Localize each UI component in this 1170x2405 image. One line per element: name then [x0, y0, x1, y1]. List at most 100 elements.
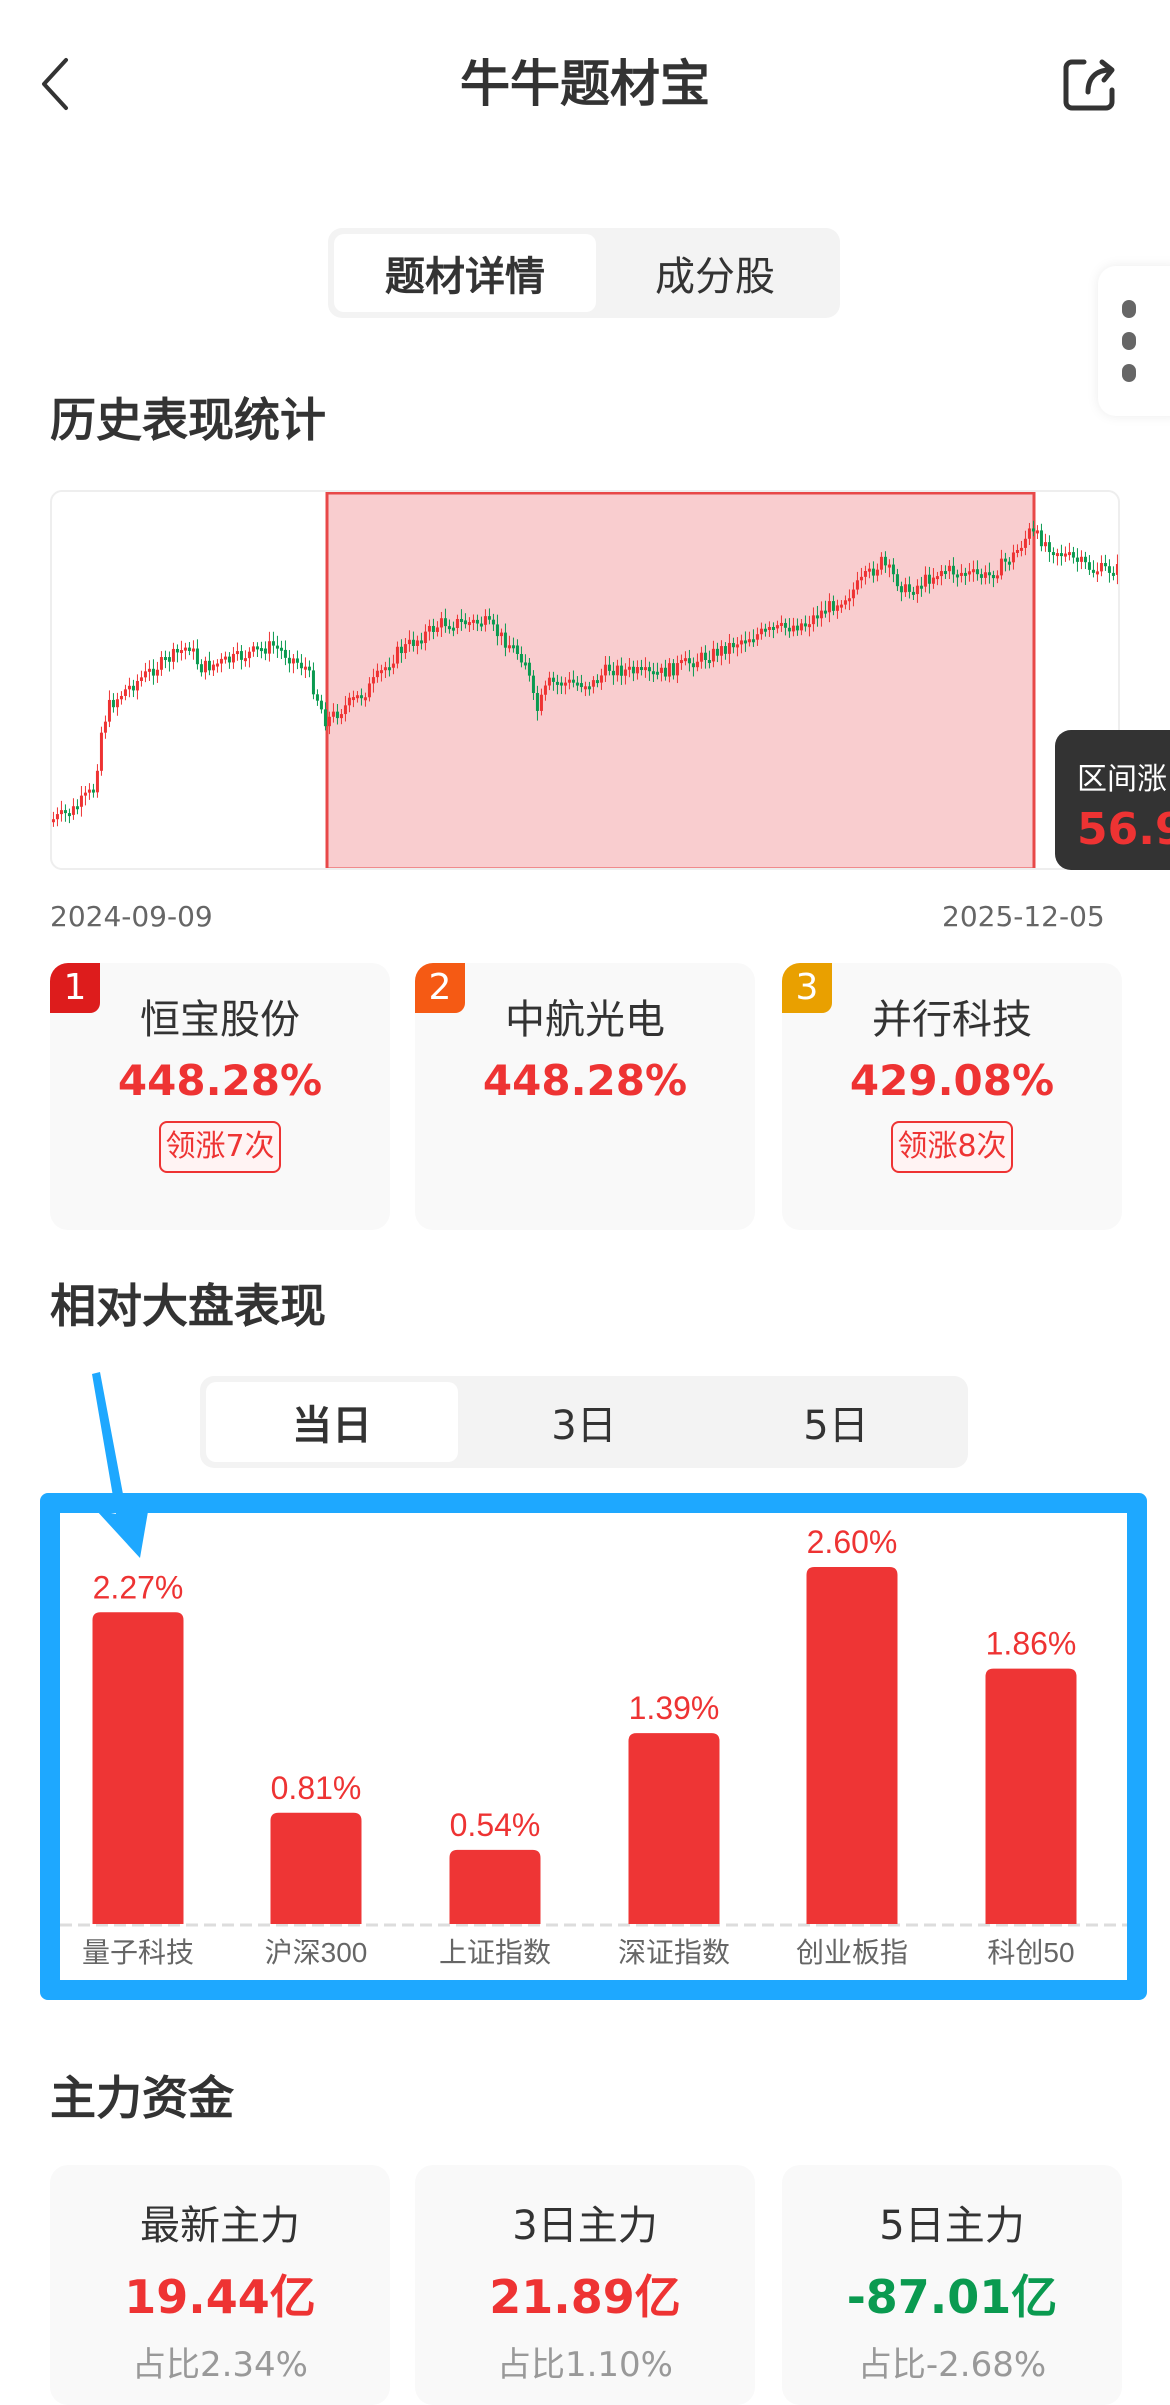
candle: [736, 644, 739, 647]
share-icon[interactable]: [1058, 52, 1122, 116]
candle: [512, 645, 515, 648]
candle: [296, 658, 299, 662]
candle: [440, 618, 443, 627]
candle: [100, 733, 103, 771]
candle: [120, 696, 123, 699]
candle: [896, 574, 899, 586]
candle: [796, 626, 799, 631]
candle: [428, 626, 431, 632]
tab-today[interactable]: 当日: [206, 1382, 458, 1462]
candle: [840, 605, 843, 608]
candle: [924, 575, 927, 587]
candle: [320, 701, 323, 710]
candle: [544, 686, 547, 695]
candle: [756, 634, 759, 639]
candle: [792, 626, 795, 632]
candle: [988, 572, 991, 575]
candle: [488, 616, 491, 620]
candle: [504, 633, 507, 648]
tab-3day[interactable]: 3日: [458, 1382, 710, 1462]
candle: [656, 672, 659, 675]
candle: [76, 806, 79, 809]
candle: [80, 796, 83, 807]
candle: [472, 620, 475, 623]
kline-chart[interactable]: [50, 490, 1120, 870]
candle: [612, 671, 615, 675]
selected-range[interactable]: [327, 493, 1034, 869]
candle: [1116, 564, 1119, 575]
tab-constituents[interactable]: 成分股: [596, 234, 834, 312]
fund-ratio: 占比-2.68%: [782, 2343, 1122, 2387]
candle: [664, 668, 667, 677]
top-stock-card[interactable]: 1 恒宝股份 448.28% 领涨7次: [50, 963, 390, 1230]
candle: [940, 571, 943, 576]
candle: [304, 667, 307, 670]
candle: [216, 664, 219, 667]
candle: [156, 670, 159, 676]
category-label: 科创50: [987, 1937, 1074, 1968]
candle: [812, 615, 815, 624]
bar: [93, 1612, 184, 1924]
candle: [580, 683, 583, 687]
candle: [972, 569, 975, 572]
candle: [212, 665, 215, 671]
candle: [220, 659, 223, 664]
candle: [880, 557, 883, 570]
tab-5day[interactable]: 5日: [710, 1382, 962, 1462]
candle: [348, 698, 351, 706]
candle: [224, 657, 227, 660]
candle: [340, 714, 343, 718]
start-date: 2024-09-09: [50, 900, 213, 933]
candle: [752, 639, 755, 642]
candle: [1016, 550, 1019, 553]
candle: [368, 683, 371, 697]
tooltip-label: 区间涨: [1077, 754, 1170, 798]
fund-label: 最新主力: [50, 2201, 390, 2251]
end-date: 2025-12-05: [942, 900, 1105, 933]
category-label: 沪深300: [265, 1937, 368, 1968]
bar-value-label: 1.86%: [986, 1626, 1077, 1662]
candle: [864, 571, 867, 577]
candle: [1052, 552, 1055, 555]
candle: [916, 586, 919, 594]
candle: [460, 619, 463, 622]
fund-card: 3日主力 21.89亿 占比1.10%: [415, 2165, 755, 2405]
candle: [836, 605, 839, 610]
candle: [300, 663, 303, 668]
top-stock-card[interactable]: 3 并行科技 429.08% 领涨8次: [782, 963, 1122, 1230]
candle: [780, 623, 783, 626]
candle: [848, 598, 851, 601]
candle: [384, 667, 387, 670]
candle: [448, 626, 451, 629]
candle: [228, 657, 231, 663]
candle: [188, 648, 191, 651]
candle: [600, 675, 603, 682]
candle: [552, 678, 555, 682]
category-label: 量子科技: [82, 1937, 194, 1968]
candle: [184, 648, 187, 651]
candle: [772, 627, 775, 630]
candle: [468, 622, 471, 625]
candle: [724, 646, 727, 654]
bar: [807, 1567, 898, 1924]
candle: [316, 694, 319, 700]
tab-topic-detail[interactable]: 题材详情: [334, 234, 596, 312]
more-options-button[interactable]: [1098, 266, 1170, 416]
candle: [648, 667, 651, 671]
lead-count-tag: 领涨8次: [891, 1121, 1012, 1173]
candle: [172, 649, 175, 662]
candle: [984, 572, 987, 578]
candle: [420, 640, 423, 643]
candle: [272, 641, 275, 645]
candle: [1104, 563, 1107, 566]
candle: [108, 700, 111, 722]
bar-value-label: 0.54%: [450, 1807, 541, 1843]
candle: [996, 575, 999, 578]
candle: [248, 652, 251, 658]
rank-badge: 2: [415, 963, 465, 1013]
fund-ratio: 占比2.34%: [50, 2343, 390, 2387]
candle: [372, 677, 375, 683]
candle: [540, 695, 543, 711]
top-stock-card[interactable]: 2 中航光电 448.28%: [415, 963, 755, 1230]
candle: [920, 586, 923, 589]
